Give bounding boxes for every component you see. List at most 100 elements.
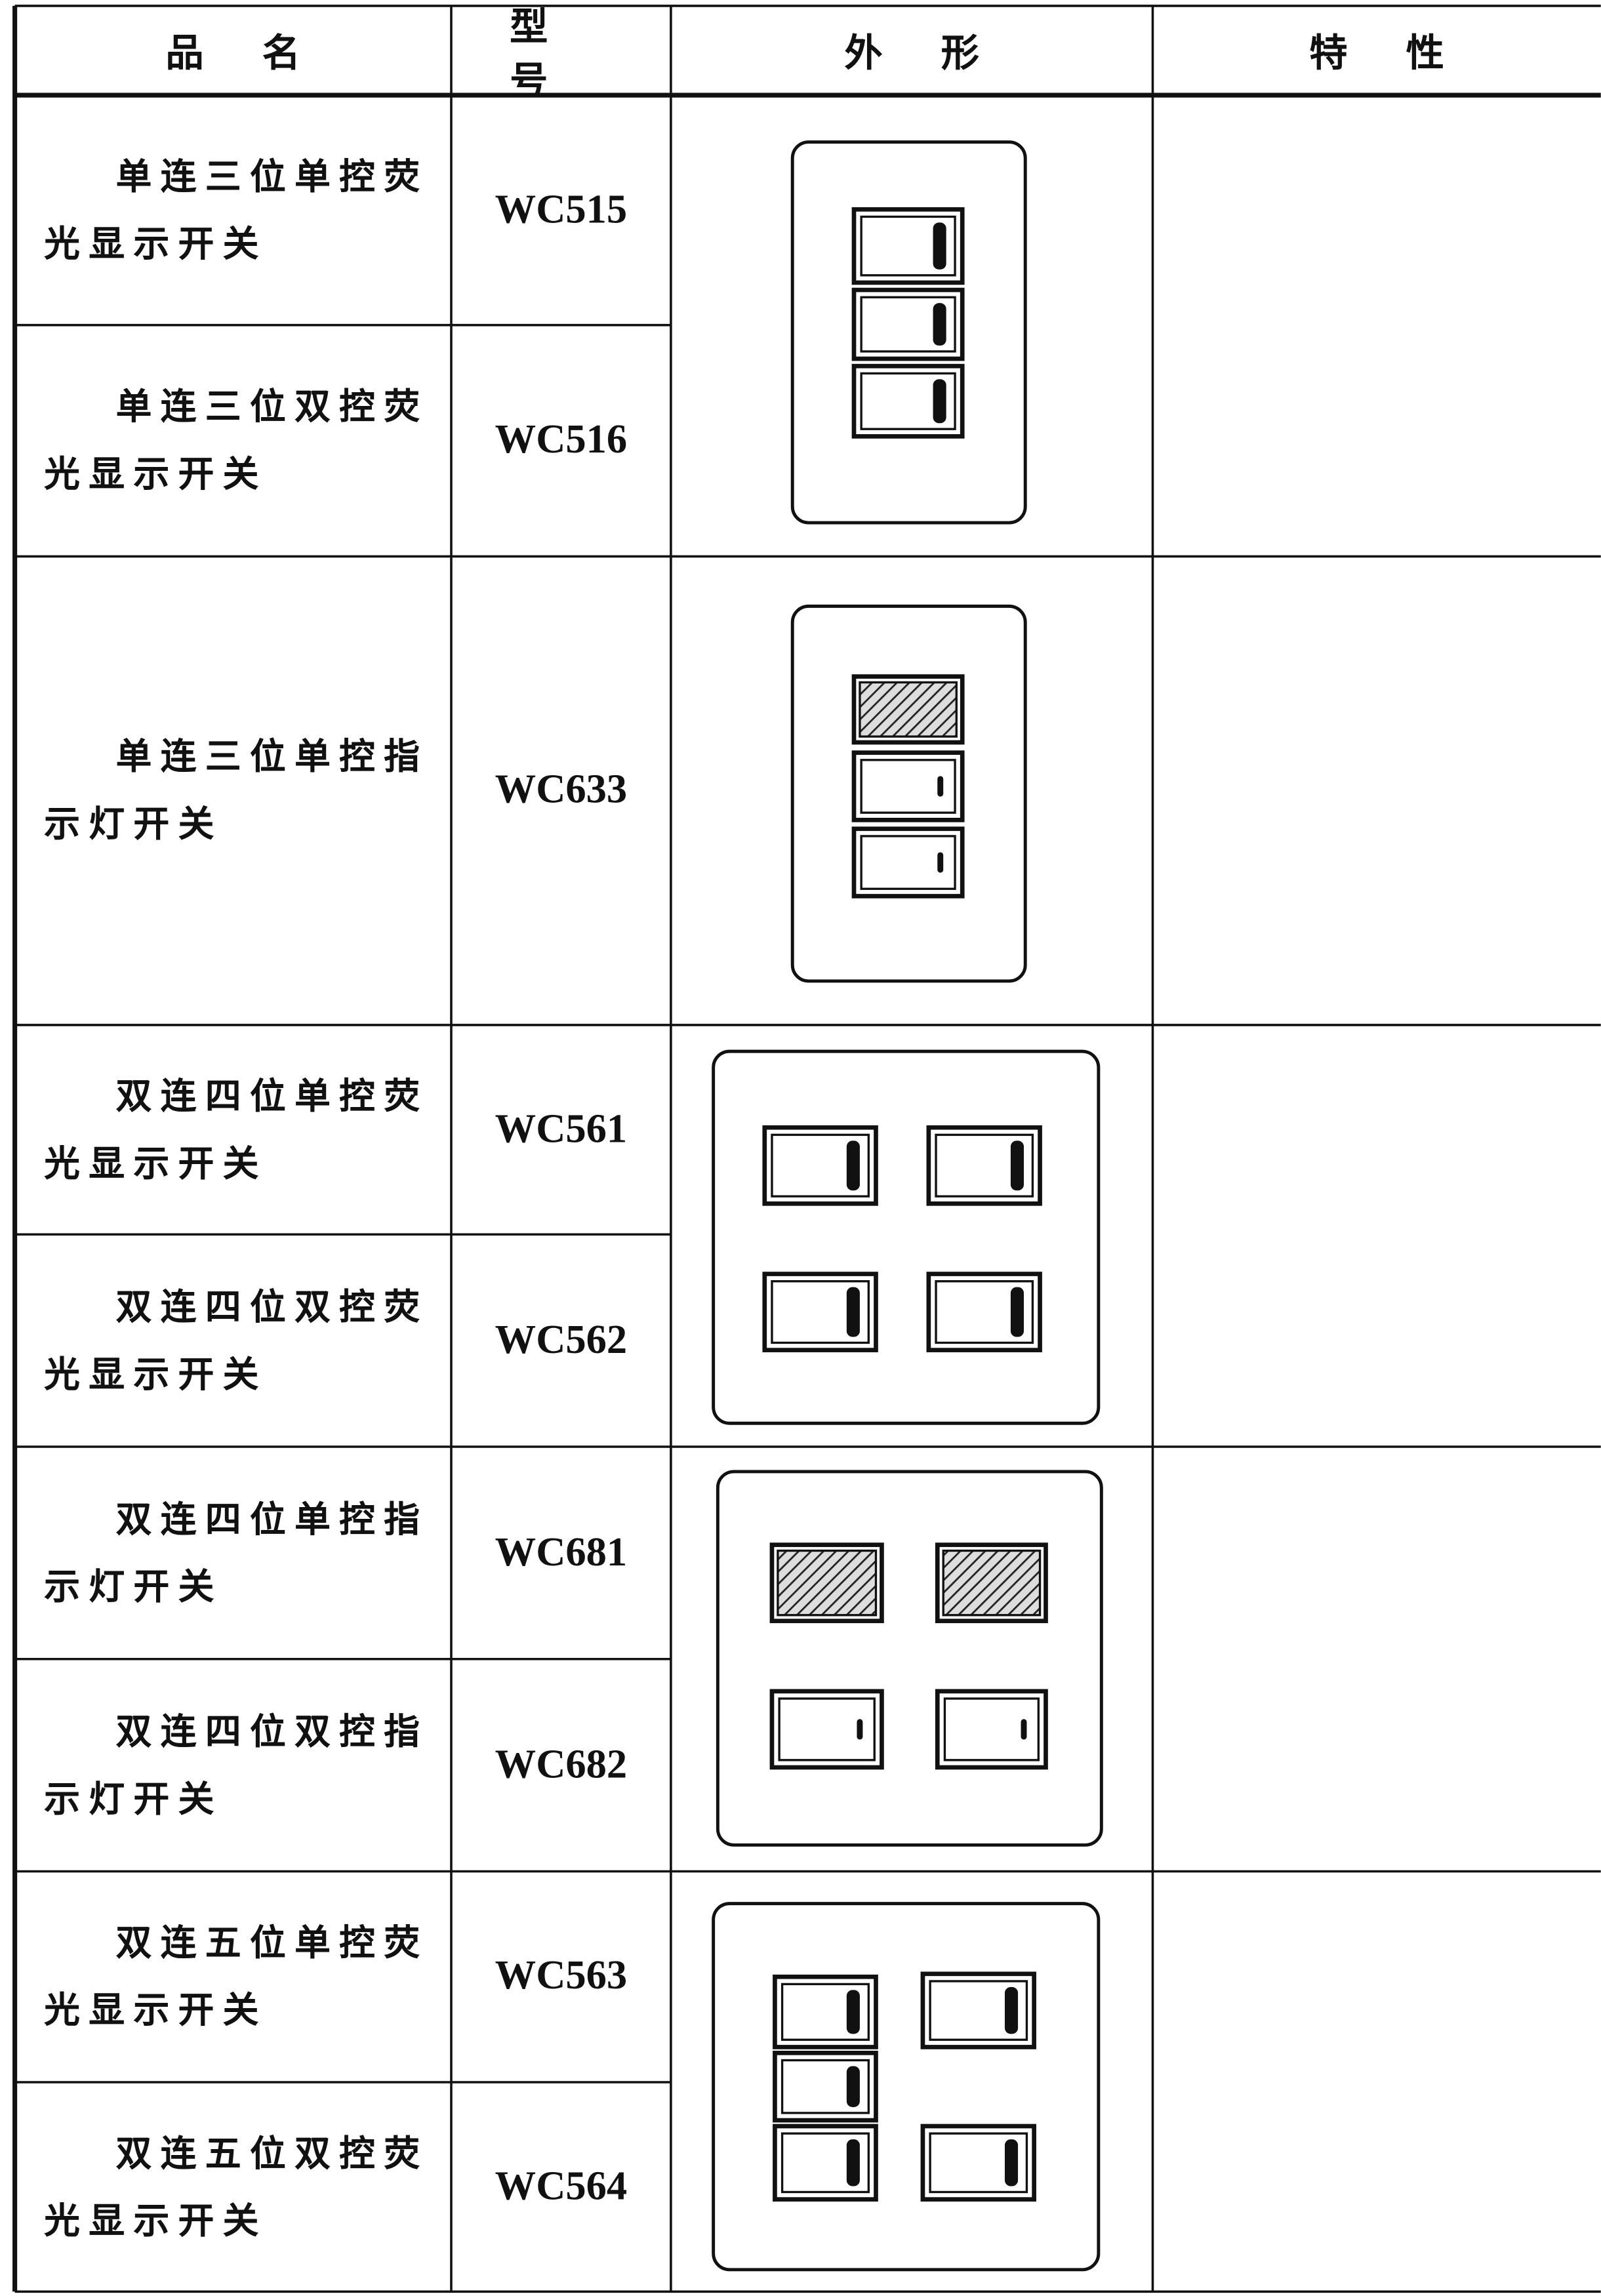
product-name-cell: 双连四位单控指示灯开关 bbox=[44, 1497, 420, 1607]
product-name: 双连五位单控荧光显示开关 bbox=[44, 1921, 429, 2031]
model-number-cell: WC562 bbox=[495, 1317, 628, 1363]
model-number-cell: WC515 bbox=[495, 187, 627, 232]
product-name-cell: 双连四位双控指示灯开关 bbox=[44, 1710, 420, 1819]
switch-frame bbox=[920, 2124, 1036, 2202]
model-number: WC633 bbox=[495, 767, 628, 813]
rocker-switch bbox=[773, 2124, 878, 2202]
switch-plate bbox=[712, 1902, 1101, 2272]
switch-inner bbox=[778, 1697, 876, 1762]
product-name-cell: 单连三位单控荧光显示开关 bbox=[44, 155, 420, 264]
switch-frame bbox=[773, 1974, 878, 2049]
switch-frame bbox=[762, 1125, 878, 1206]
switch-frame bbox=[935, 1689, 1048, 1770]
switch-frame bbox=[926, 1125, 1042, 1206]
switch-inner bbox=[780, 2059, 870, 2114]
indicator bbox=[933, 222, 946, 270]
header-label-cell: 特性 bbox=[1309, 32, 1503, 77]
model-number-cell: WC682 bbox=[495, 1741, 628, 1788]
rocker-switch bbox=[935, 1689, 1048, 1770]
switch-inner bbox=[860, 215, 956, 277]
switch-inner bbox=[929, 1980, 1028, 2041]
header-label: 型号 bbox=[510, 5, 607, 96]
switch-inner bbox=[943, 1697, 1040, 1762]
indicator bbox=[937, 852, 944, 873]
rocker-switch bbox=[920, 2124, 1036, 2202]
switch-inner bbox=[860, 835, 956, 890]
switch-inner bbox=[771, 1280, 870, 1344]
header-label: 外形 bbox=[844, 32, 1038, 77]
switch-inner bbox=[860, 759, 956, 814]
switch-frame bbox=[851, 826, 965, 898]
product-name-cell: 单连三位双控荧光显示开关 bbox=[44, 385, 429, 495]
model-number: WC681 bbox=[495, 1529, 628, 1575]
switch-inner bbox=[929, 2132, 1028, 2194]
indicator bbox=[933, 303, 946, 346]
rocker-switch bbox=[851, 207, 965, 285]
rocker-switch bbox=[851, 363, 965, 439]
switch-frame bbox=[851, 363, 965, 439]
switch-hatched bbox=[942, 1549, 1042, 1617]
rocker-switch bbox=[769, 1542, 884, 1624]
product-name: 单连三位单控指示灯开关 bbox=[44, 735, 429, 845]
model-number-cell: WC633 bbox=[495, 767, 628, 813]
product-name: 双连四位双控荧光显示开关 bbox=[44, 1285, 429, 1395]
indicator bbox=[1010, 1287, 1024, 1337]
product-name-cell: 单连三位单控指示灯开关 bbox=[44, 735, 429, 845]
indicator bbox=[846, 2066, 860, 2107]
rocker-switch bbox=[920, 1971, 1036, 2049]
switch-inner bbox=[780, 1983, 870, 2041]
product-name: 双连四位单控荧光显示开关 bbox=[44, 1074, 429, 1184]
indicator bbox=[1004, 1986, 1019, 2034]
indicator bbox=[846, 1287, 860, 1337]
product-name-cell: 双连四位双控荧光显示开关 bbox=[44, 1285, 429, 1395]
model-number: WC562 bbox=[495, 1317, 628, 1363]
model-number-cell: WC563 bbox=[495, 1953, 628, 1999]
rocker-switch bbox=[851, 287, 965, 361]
switch-frame bbox=[935, 1542, 1048, 1624]
product-name: 单连三位双控荧光显示开关 bbox=[44, 385, 429, 495]
model-number-cell: WC681 bbox=[495, 1529, 628, 1575]
rocker-switch bbox=[762, 1272, 878, 1352]
indicator bbox=[1004, 2139, 1019, 2186]
model-number: WC516 bbox=[495, 417, 628, 463]
switch-plate bbox=[790, 604, 1027, 983]
header-label: 特性 bbox=[1309, 32, 1503, 77]
indicator bbox=[1010, 1140, 1024, 1191]
rocker-switch bbox=[762, 1125, 878, 1206]
indicator bbox=[933, 379, 946, 424]
switch-frame bbox=[773, 2124, 878, 2202]
rocker-switch bbox=[935, 1542, 1048, 1624]
switch-hatched bbox=[777, 1549, 878, 1617]
switch-inner bbox=[771, 1133, 870, 1198]
rocker-switch bbox=[851, 750, 965, 822]
indicator bbox=[857, 1719, 863, 1740]
product-name-cell: 双连四位单控荧光显示开关 bbox=[44, 1074, 429, 1184]
product-name: 双连五位双控荧光显示开关 bbox=[44, 2131, 429, 2242]
product-name-cell: 双连五位单控荧光显示开关 bbox=[44, 1921, 429, 2031]
switch-frame bbox=[920, 1971, 1036, 2049]
switch-plate bbox=[712, 1049, 1101, 1425]
model-number: WC682 bbox=[495, 1741, 628, 1788]
model-number: WC563 bbox=[495, 1953, 628, 1999]
indicator bbox=[1021, 1719, 1027, 1740]
rocker-switch bbox=[773, 2051, 878, 2123]
model-number: WC561 bbox=[495, 1106, 628, 1152]
rocker-switch bbox=[851, 674, 965, 745]
indicator bbox=[846, 1140, 860, 1191]
switch-inner bbox=[935, 1133, 1034, 1198]
switch-hatched bbox=[859, 681, 958, 738]
switch-frame bbox=[851, 287, 965, 361]
switch-plate bbox=[716, 1470, 1103, 1847]
indicator bbox=[846, 2139, 860, 2186]
switch-inner bbox=[860, 296, 956, 353]
switch-frame bbox=[851, 750, 965, 822]
switch-inner bbox=[780, 2132, 870, 2194]
rocker-switch bbox=[773, 1974, 878, 2049]
header-label-cell: 型号 bbox=[510, 5, 607, 96]
model-number-cell: WC516 bbox=[495, 417, 628, 463]
header-label: 品名 bbox=[165, 32, 359, 77]
switch-frame bbox=[773, 2051, 878, 2123]
indicator bbox=[846, 1990, 860, 2034]
